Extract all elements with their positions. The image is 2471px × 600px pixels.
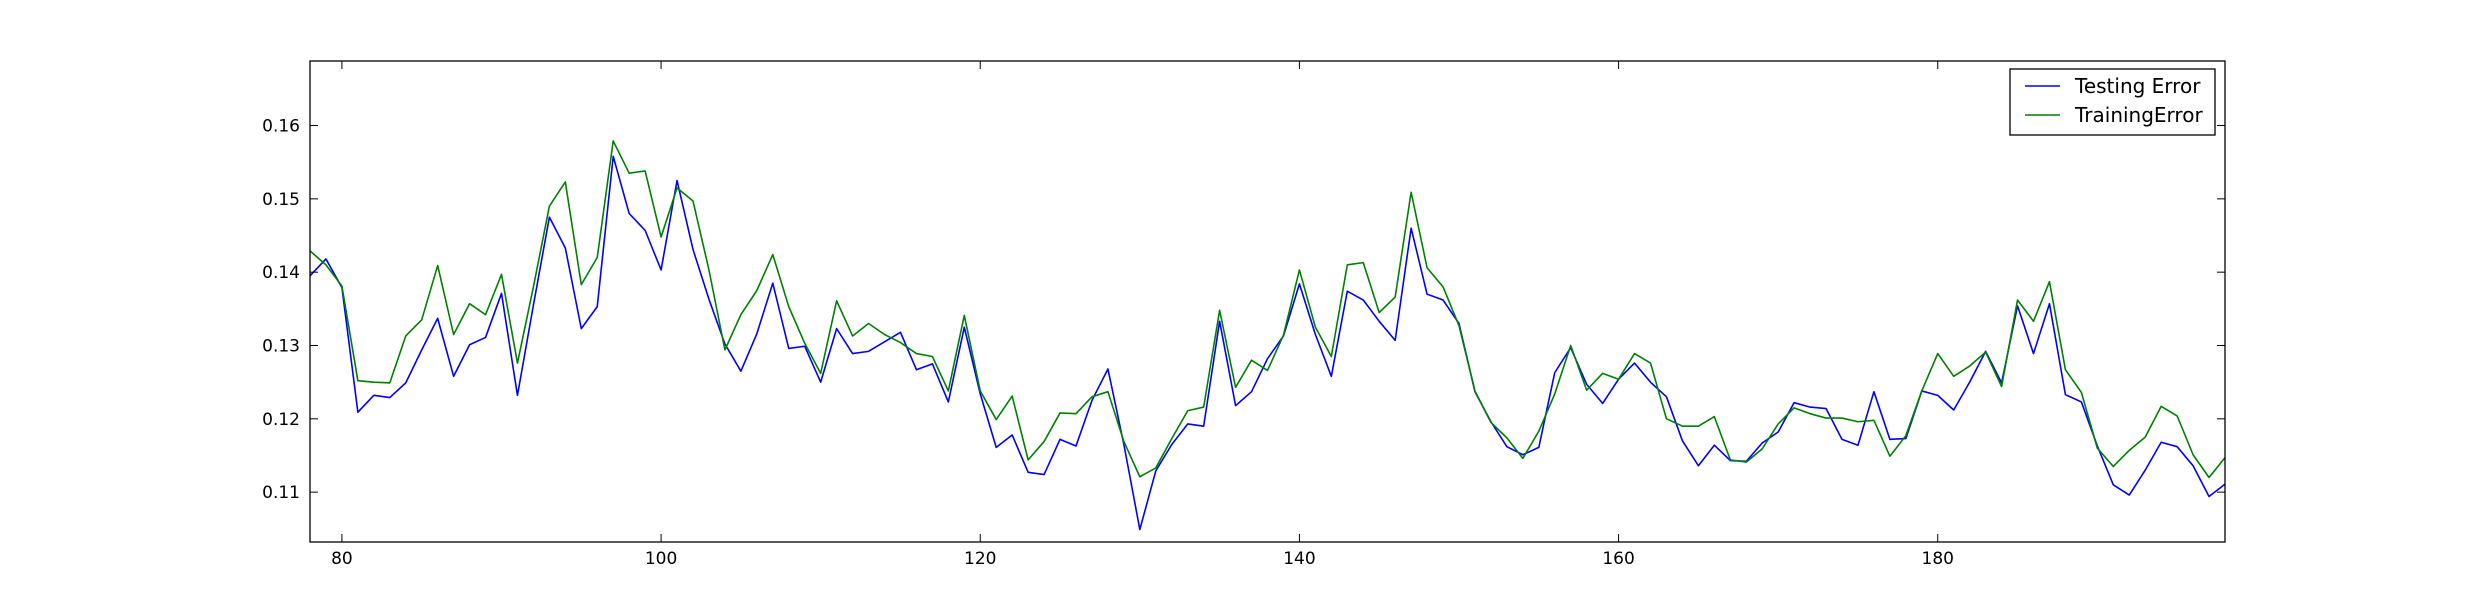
x-tick-label: 120: [964, 549, 996, 569]
x-tick-label: 140: [1283, 549, 1315, 569]
y-tick-label: 0.13: [262, 336, 300, 356]
legend-box: [2009, 68, 2216, 136]
legend-label-testing-error: Testing Error: [2074, 74, 2201, 98]
x-tick-label: 160: [1602, 549, 1634, 569]
x-axis: 80 100 120 140 160 180: [331, 61, 1954, 569]
series-line-trainingerror: [309, 140, 2226, 479]
plot-frame: [309, 60, 2226, 543]
y-tick-label: 0.12: [262, 410, 300, 430]
y-tick-label: 0.16: [262, 117, 300, 137]
series-layer: [309, 140, 2226, 531]
y-tick-label: 0.11: [262, 483, 300, 503]
legend-label-training-error: TrainingError: [2074, 103, 2203, 127]
x-tick-label: 100: [645, 549, 677, 569]
x-tick-label: 80: [331, 549, 353, 569]
series-line-testing-error: [309, 155, 2226, 531]
legend: Testing Error TrainingError: [2009, 68, 2216, 136]
plot-area: [310, 61, 2225, 542]
y-tick-label: 0.15: [262, 190, 300, 210]
x-tick-label: 180: [1922, 549, 1954, 569]
y-tick-label: 0.14: [262, 263, 300, 283]
y-axis: 0.11 0.12 0.13 0.14 0.15 0.16: [262, 117, 2225, 503]
